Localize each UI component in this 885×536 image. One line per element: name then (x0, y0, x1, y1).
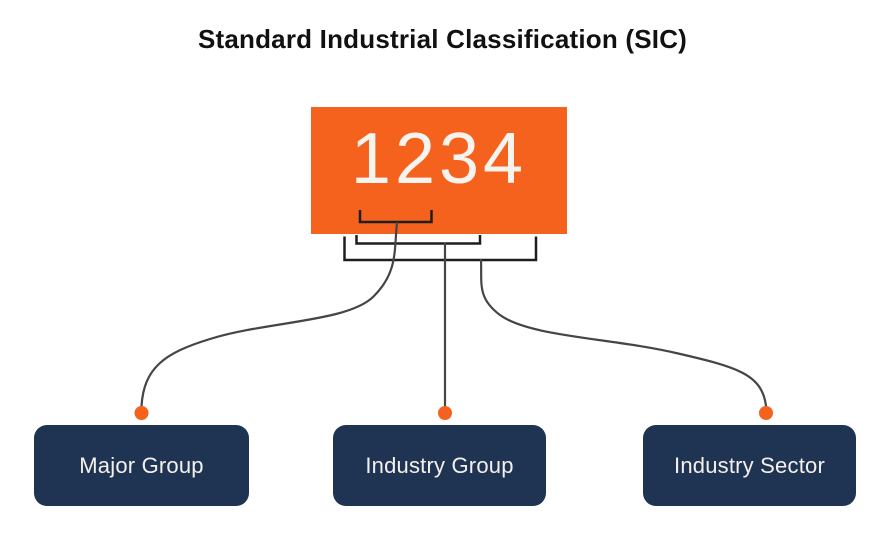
node-industry-group: Industry Group (333, 425, 546, 506)
sic-code-value: 1234 (350, 119, 528, 199)
connector-major-group (140, 221, 399, 408)
node-major-group: Major Group (34, 425, 249, 506)
bracket-four-digit (343, 236, 538, 262)
sic-code-box: 1234 (311, 107, 567, 234)
diagram-title: Standard Industrial Classification (SIC) (197, 24, 688, 54)
dot-industry-group (438, 406, 452, 420)
dot-major-group (134, 406, 149, 420)
node-industry-sector-label: Industry Sector (674, 452, 825, 478)
node-major-group-label: Major Group (79, 452, 204, 478)
node-industry-sector: Industry Sector (643, 425, 856, 506)
node-industry-group-label: Industry Group (365, 452, 514, 478)
dot-industry-sector (759, 406, 773, 420)
bracket-three-digit (355, 235, 482, 245)
connector-industry-sector (479, 258, 768, 408)
